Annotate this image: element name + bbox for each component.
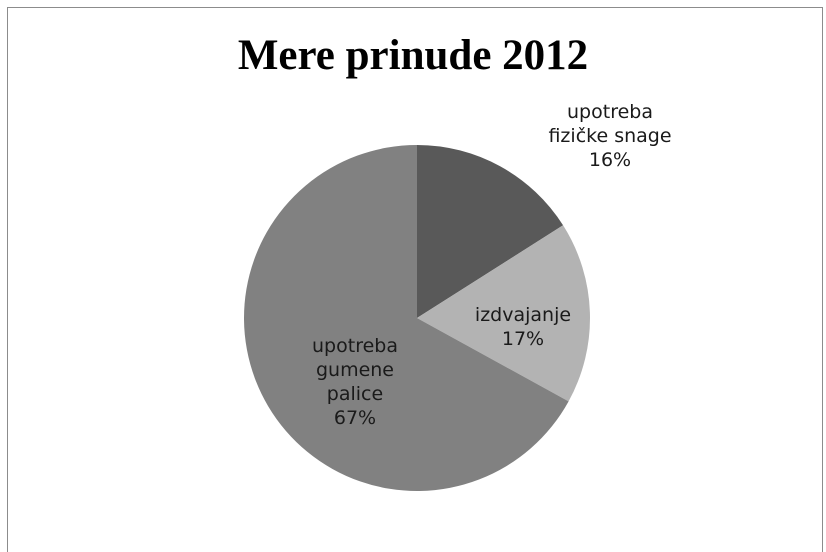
slice-label-3: upotreba	[312, 335, 398, 357]
slice-label-1: fizičke snage	[548, 125, 671, 147]
pie-slice-2	[417, 225, 590, 402]
slice-percent-label-1: 16%	[589, 149, 631, 171]
chart-title: Mere prinude 2012	[237, 32, 589, 79]
slice-label-3: palice	[327, 383, 383, 405]
slice-percent-label-3: 67%	[334, 407, 376, 429]
slice-label-1: upotreba	[567, 101, 653, 123]
slice-percent-label-2: 17%	[502, 328, 544, 350]
slice-label-2: izdvajanje	[475, 304, 571, 326]
pie-slice-3	[243, 145, 569, 491]
pie-slices	[243, 145, 590, 491]
pie-slice-1	[417, 145, 564, 318]
slice-label-3: gumene	[316, 359, 394, 381]
